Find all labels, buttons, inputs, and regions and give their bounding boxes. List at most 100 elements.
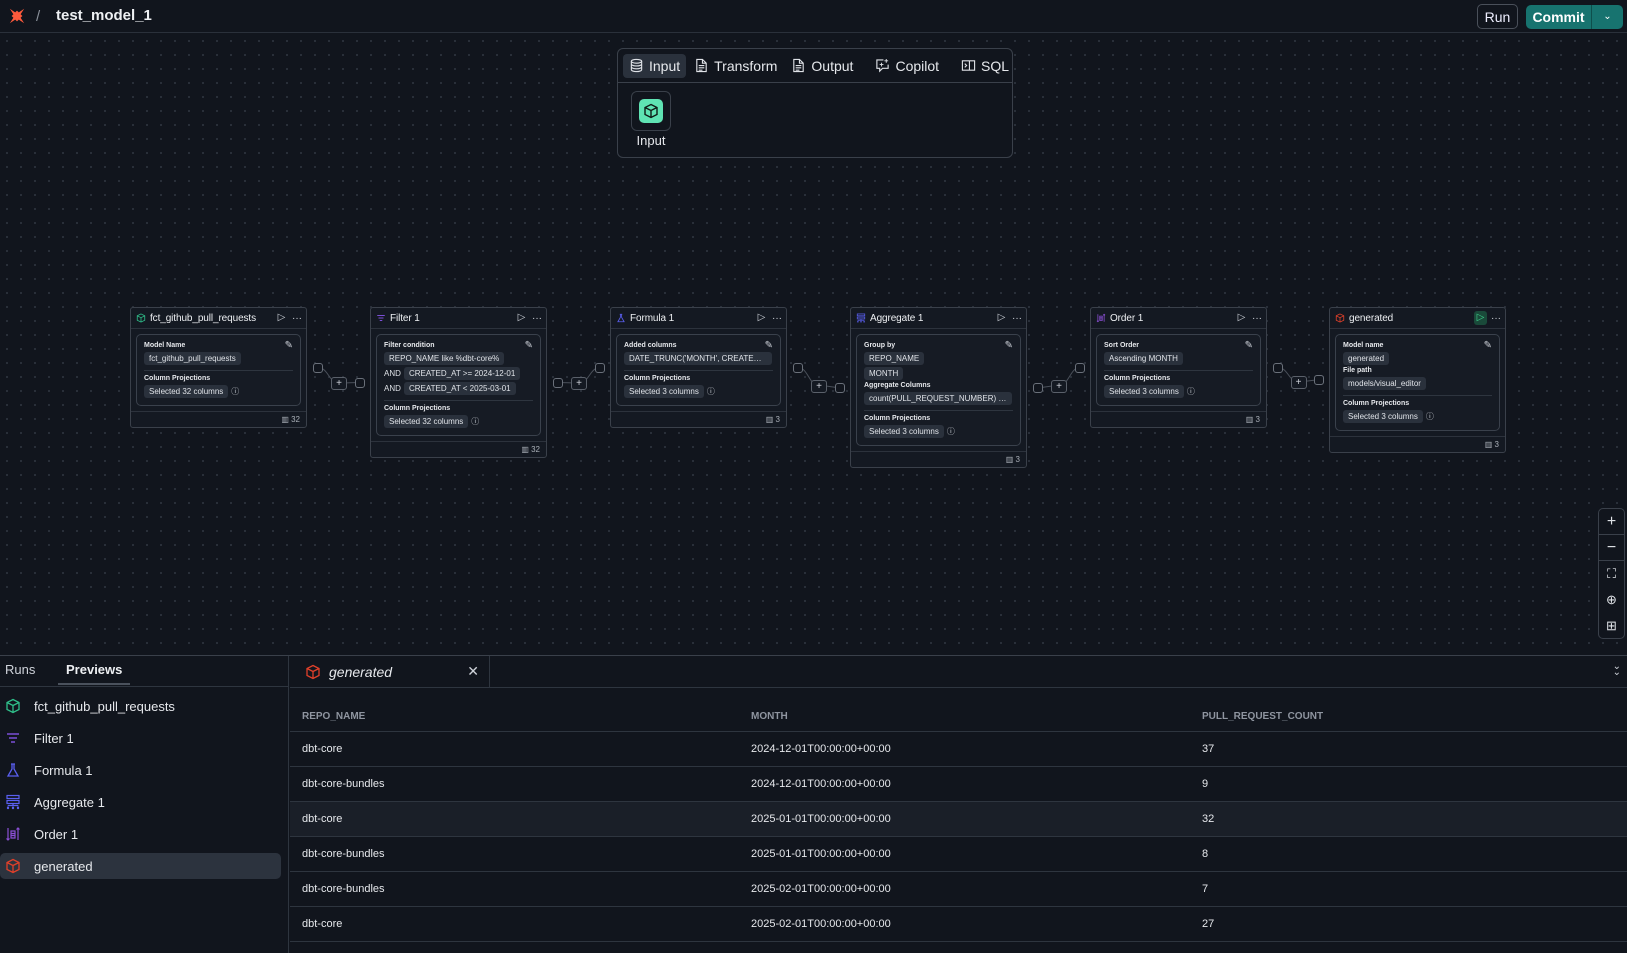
plus-icon[interactable]: + <box>1599 509 1624 535</box>
edit-pencil-icon[interactable]: ✎ <box>1483 340 1492 351</box>
column-projection-pill[interactable]: Selected 32 columns <box>144 385 229 398</box>
play-icon[interactable]: ▷ <box>1237 312 1246 323</box>
play-icon[interactable]: ▷ <box>997 312 1006 323</box>
node-order-1[interactable]: Order 1 ▷ ··· Sort Order ✎ Ascending MONTH Col… <box>1090 307 1267 428</box>
column-projection-pill[interactable]: Selected 3 columns <box>864 425 944 438</box>
section-label: Model name <box>1343 342 1384 349</box>
node-config-card[interactable]: Sort Order ✎ Ascending MONTH Column Project… <box>1096 334 1261 406</box>
column-header-pull-request-count[interactable]: PULL_REQUEST_COUNT <box>1202 711 1324 722</box>
preview-item-formula-1[interactable]: Formula 1 <box>0 757 281 783</box>
node-header: generated ▷ ··· <box>1330 308 1505 329</box>
info-icon[interactable]: ⓘ <box>1425 412 1434 421</box>
add-node-button[interactable]: + <box>1051 379 1067 393</box>
column-header-month[interactable]: MONTH <box>751 711 788 722</box>
palette-tab-transform[interactable]: Transform <box>688 54 783 78</box>
output-handle[interactable] <box>1033 382 1043 393</box>
info-icon[interactable]: ⓘ <box>231 387 240 396</box>
column-projection-pill[interactable]: Selected 3 columns <box>624 385 704 398</box>
add-node-button[interactable]: + <box>811 379 827 393</box>
divider <box>624 370 773 371</box>
table-row[interactable]: dbt-core 2025-02-01T00:00:00+00:00 27 <box>290 907 1627 942</box>
more-options-icon[interactable]: ··· <box>1012 312 1022 324</box>
node-config-card[interactable]: Filter condition ✎ REPO_NAME like %dbt-cor… <box>376 334 541 436</box>
node-config-card[interactable]: Added columns ✎ DATE_TRUNC('MONTH', CREATE… <box>616 334 781 406</box>
output-handle[interactable] <box>553 377 563 388</box>
config-row: models/visual_editor <box>1343 377 1492 390</box>
palette-tab-output[interactable]: Output <box>785 54 859 78</box>
output-handle[interactable] <box>313 362 323 373</box>
table-row[interactable]: dbt-core-bundles 2025-01-01T00:00:00+00:0… <box>290 837 1627 872</box>
cube-icon <box>5 858 21 874</box>
more-options-icon[interactable]: ··· <box>1491 312 1501 324</box>
input-handle[interactable] <box>355 377 365 388</box>
node-config-card[interactable]: Model Name ✎ fct_github_pull_requests Colum… <box>136 334 301 406</box>
preview-tab-generated[interactable]: generated ✕ <box>290 656 490 687</box>
edit-pencil-icon[interactable]: ✎ <box>764 340 773 351</box>
palette-tab-input[interactable]: Input <box>623 53 687 78</box>
node-formula-1[interactable]: Formula 1 ▷ ··· Added columns ✎ DATE_TRUNC('M… <box>610 307 787 428</box>
preview-item-generated[interactable]: generated <box>0 853 281 879</box>
node-fct-github-pull-requests[interactable]: fct_github_pull_requests ▷ ··· Model Name ✎ f… <box>130 307 307 428</box>
play-icon[interactable]: ▷ <box>757 312 766 323</box>
preview-item-fct-github-pull-requests[interactable]: fct_github_pull_requests <box>0 693 281 719</box>
minus-icon[interactable]: − <box>1599 535 1624 561</box>
collapse-panel-icon[interactable]: ⌄ ⌄ <box>1612 661 1621 678</box>
dbt-logo-icon[interactable] <box>8 7 26 25</box>
fit-view-icon[interactable]: ⛶ <box>1606 566 1617 581</box>
node-filter-1[interactable]: Filter 1 ▷ ··· Filter condition ✎ REPO_NAME l… <box>370 307 547 458</box>
preview-item-aggregate-1[interactable]: Aggregate 1 <box>0 789 281 815</box>
info-icon[interactable]: ⓘ <box>706 387 715 396</box>
more-options-icon[interactable]: ··· <box>772 312 782 324</box>
table-row[interactable]: dbt-core-bundles 2025-02-01T00:00:00+00:0… <box>290 872 1627 907</box>
input-handle[interactable] <box>595 362 605 373</box>
table-row[interactable]: dbt-core 2025-01-01T00:00:00+00:00 32 <box>290 802 1627 837</box>
node-generated[interactable]: generated ▷ ··· Model name ✎ generated File pa… <box>1329 307 1506 453</box>
palette-tile-input[interactable] <box>631 91 671 131</box>
close-icon[interactable]: ✕ <box>467 663 479 679</box>
input-handle[interactable] <box>1075 362 1085 373</box>
add-node-button[interactable]: + <box>331 377 347 390</box>
palette-tab-copilot[interactable]: Copilot <box>869 54 945 78</box>
play-icon[interactable]: ▷ <box>1474 311 1487 325</box>
palette-tab-sql[interactable]: SQL <box>955 54 1015 78</box>
more-options-icon[interactable]: ··· <box>1252 312 1262 324</box>
input-handle[interactable] <box>1314 375 1324 385</box>
add-node-button[interactable]: + <box>1290 375 1307 389</box>
output-handle[interactable] <box>1273 362 1283 373</box>
node-title: generated <box>1349 312 1394 324</box>
chevron-down-icon[interactable]: ⌄ <box>1603 11 1612 22</box>
add-node-button[interactable]: + <box>571 377 587 390</box>
more-options-icon[interactable]: ··· <box>532 312 542 324</box>
commit-button[interactable]: Commit <box>1526 5 1592 29</box>
node-aggregate-1[interactable]: Aggregate 1 ▷ ··· Group by ✎ REPO_NAME MONTH Ag… <box>850 307 1027 468</box>
section-label: Column Projections <box>144 375 211 382</box>
model-title[interactable]: test_model_1 <box>56 7 152 24</box>
column-projection-pill[interactable]: Selected 3 columns <box>1343 410 1423 423</box>
tab-previews[interactable]: Previews <box>58 662 131 685</box>
edit-pencil-icon[interactable]: ✎ <box>524 340 533 351</box>
column-projection-pill[interactable]: Selected 3 columns <box>1104 385 1184 398</box>
preview-item-order-1[interactable]: Order 1 <box>0 821 281 847</box>
info-icon[interactable]: ⓘ <box>471 417 480 426</box>
grid-icon[interactable]: ⊞ <box>1606 618 1617 633</box>
edit-pencil-icon[interactable]: ✎ <box>1244 340 1253 351</box>
target-icon[interactable]: ⊕ <box>1606 592 1617 607</box>
input-handle[interactable] <box>835 382 845 393</box>
more-options-icon[interactable]: ··· <box>292 312 302 324</box>
edit-pencil-icon[interactable]: ✎ <box>1004 340 1013 351</box>
run-button[interactable]: Run <box>1477 4 1518 29</box>
edit-pencil-icon[interactable]: ✎ <box>284 340 293 351</box>
info-icon[interactable]: ⓘ <box>946 427 955 436</box>
preview-item-filter-1[interactable]: Filter 1 <box>0 725 281 751</box>
table-row[interactable]: dbt-core-bundles 2024-12-01T00:00:00+00:0… <box>290 767 1627 802</box>
table-row[interactable]: dbt-core 2024-12-01T00:00:00+00:00 37 <box>290 732 1627 767</box>
node-config-card[interactable]: Model name ✎ generated File path models/visu… <box>1335 334 1500 431</box>
column-header-repo-name[interactable]: REPO_NAME <box>302 711 366 722</box>
info-icon[interactable]: ⓘ <box>1186 387 1195 396</box>
play-icon[interactable]: ▷ <box>277 312 286 323</box>
node-config-card[interactable]: Group by ✎ REPO_NAME MONTH Aggregate Columns… <box>856 334 1021 446</box>
tab-runs[interactable]: Runs <box>5 662 36 677</box>
column-projection-pill[interactable]: Selected 32 columns <box>384 415 469 428</box>
output-handle[interactable] <box>793 362 803 373</box>
play-icon[interactable]: ▷ <box>517 312 526 323</box>
